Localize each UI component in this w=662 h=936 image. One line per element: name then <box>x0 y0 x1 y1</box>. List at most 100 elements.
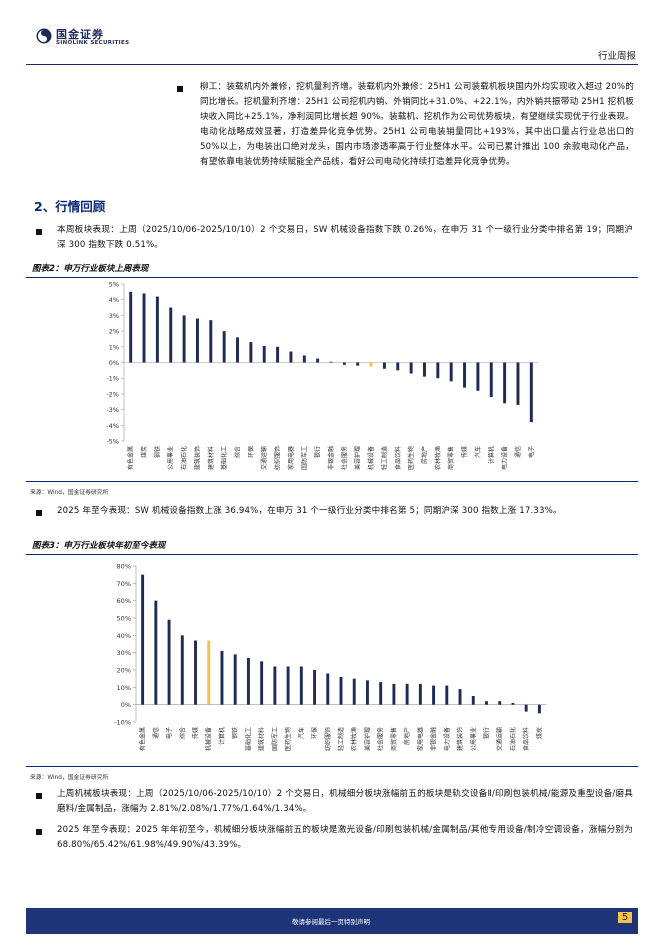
y-tick-label: 0% <box>109 359 119 367</box>
figure-3-source: 来源：Wind，国金证券研究所 <box>30 775 109 781</box>
bar-机械设备 <box>207 640 211 705</box>
section-title: 2、行情回顾 <box>34 199 106 214</box>
category-label: 非银金融 <box>430 727 438 751</box>
category-label: 房地产 <box>403 727 411 745</box>
category-label: 煤炭 <box>535 727 543 739</box>
y-tick-label: 50% <box>117 615 131 623</box>
category-label: 计算机 <box>487 446 495 464</box>
bar-有色金属 <box>129 291 133 363</box>
y-tick-label: 2% <box>109 328 119 336</box>
y-tick-label: -5% <box>106 438 119 446</box>
bar-煤炭 <box>142 293 146 363</box>
bar-美容护理 <box>365 680 369 705</box>
bar-电子 <box>167 619 171 705</box>
bar-非银金融 <box>432 685 436 705</box>
category-label: 轻工制造 <box>337 727 345 751</box>
category-label: 交通运输 <box>260 446 268 470</box>
footer-bar <box>26 908 638 934</box>
y-tick-label: -10% <box>114 719 131 727</box>
bar-农林牧渔 <box>352 678 356 705</box>
bar-美容护理 <box>356 362 360 366</box>
category-label: 建筑材料 <box>258 727 266 751</box>
category-label: 钢铁 <box>231 727 239 739</box>
y-tick-label: -4% <box>106 422 119 430</box>
bullet-square <box>177 86 183 92</box>
bar-计算机 <box>220 650 224 705</box>
category-label: 石油石化 <box>180 446 188 470</box>
category-label: 家用电器 <box>287 446 295 470</box>
y-tick-label: 80% <box>117 563 131 571</box>
bar-食品饮料 <box>524 704 528 712</box>
category-label: 美容护理 <box>354 446 362 470</box>
category-label: 电力设备 <box>501 446 509 470</box>
category-label: 有色金属 <box>127 446 135 470</box>
category-label: 环保 <box>247 446 255 458</box>
bar-食品饮料 <box>396 362 400 371</box>
bar-传媒 <box>194 640 197 705</box>
bar-纺织服饰 <box>326 673 330 705</box>
bar-轻工制造 <box>382 362 386 369</box>
category-label: 通信 <box>152 727 160 739</box>
paragraph-sub-ytd: 2025 年至今表现：2025 年年初至今，机械细分板块涨幅前五的板块是激光设备… <box>57 825 633 850</box>
category-label: 计算机 <box>218 727 226 745</box>
category-label: 机械设备 <box>205 727 213 751</box>
figure-3-title: 图表3：申万行业板块年初至今表现 <box>32 541 166 551</box>
figure-2-top-rule <box>26 277 638 278</box>
category-label: 有色金属 <box>139 727 147 751</box>
bar-机械设备 <box>369 362 373 367</box>
category-label: 公用事业 <box>469 727 477 751</box>
bar-钢铁 <box>233 654 237 705</box>
category-label: 建筑材料 <box>207 446 215 470</box>
category-label: 钢铁 <box>153 446 161 458</box>
bar-环保 <box>249 342 253 363</box>
category-label: 银行 <box>482 727 490 739</box>
category-label: 纺织服饰 <box>324 727 332 751</box>
category-label: 商贸零售 <box>447 446 455 470</box>
category-label: 通信 <box>514 446 522 458</box>
category-label: 社会服务 <box>340 446 348 470</box>
bar-国防军工 <box>273 666 277 705</box>
category-label: 农林牧渔 <box>434 446 442 470</box>
report-type-label: 行业周报 <box>597 51 636 62</box>
y-tick-label: 5% <box>109 281 119 289</box>
category-label: 公用事业 <box>167 446 175 470</box>
bar-医药生物 <box>286 666 290 705</box>
bar-交通运输 <box>262 346 266 363</box>
bar-纺织服饰 <box>276 346 280 363</box>
bar-农林牧渔 <box>436 362 440 379</box>
y-tick-label: 1% <box>109 343 119 351</box>
bar-电力设备 <box>445 685 449 705</box>
bar-电力设备 <box>503 362 507 404</box>
page-number: 5 <box>618 912 632 923</box>
category-label: 综合 <box>178 727 186 739</box>
bar-建筑装饰 <box>195 318 199 363</box>
chart-weekly-industry: 5% 4% 3% 2% 1% 0% -1% -2% -3% -4% -5% 有色金属 煤炭 钢铁 公用事业石… <box>106 281 538 470</box>
figure-3-bottom-rule <box>26 766 638 767</box>
chart-ytd-industry: 80% 70% 60% 50% 40% 30% 20% 10% 0% -10% 有色金属 通信 电子 综合… <box>114 563 546 751</box>
figure-2-bottom-rule <box>26 481 638 482</box>
header-divider <box>26 64 638 65</box>
category-label: 石油石化 <box>509 727 517 751</box>
paragraph-ytd: 2025 年至今表现：SW 机械设备指数上涨 36.94%，在申万 31 个一级… <box>57 506 562 516</box>
bar-公用事业 <box>169 307 173 363</box>
bar-综合 <box>236 337 239 363</box>
y-tick-label: 20% <box>117 667 131 675</box>
category-label: 社会服务 <box>377 727 385 751</box>
y-tick-label: 10% <box>117 684 131 692</box>
bar-通信 <box>516 362 520 405</box>
bar-有色金属 <box>141 574 145 705</box>
bar-房地产 <box>423 362 426 377</box>
bar-商贸零售 <box>392 683 396 705</box>
category-label: 综合 <box>234 446 242 458</box>
bar-轻工制造 <box>339 676 343 705</box>
bar-钢铁 <box>155 296 159 363</box>
paragraph-sub-weekly: 上周机械板块表现：上周（2025/10/06-2025/10/10）2 个交易日… <box>57 789 633 814</box>
category-label: 电子 <box>527 446 535 458</box>
y-tick-label: 4% <box>109 296 119 304</box>
category-label: 非银金融 <box>327 446 335 470</box>
bar-通信 <box>154 600 158 705</box>
bar-传媒 <box>463 362 467 388</box>
paragraph-weekly: 本周板块表现：上周（2025/10/06-2025/10/10）2 个交易日，S… <box>57 225 633 250</box>
sinolink-logo-icon <box>36 28 52 44</box>
category-label: 传媒 <box>192 727 200 739</box>
